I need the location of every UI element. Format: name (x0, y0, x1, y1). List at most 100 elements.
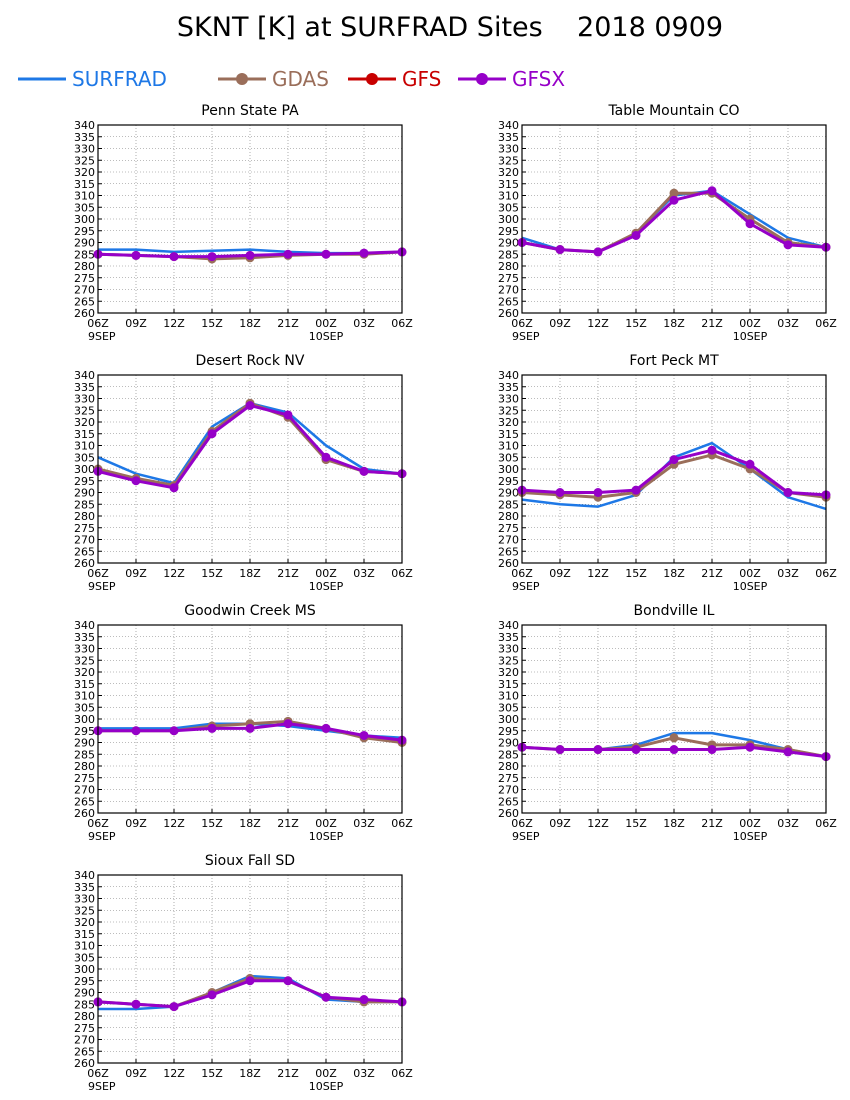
y-tick-label: 315 (498, 678, 519, 691)
legend-item-gfsx: GFSX (458, 67, 565, 91)
y-tick-label: 290 (74, 737, 95, 750)
series-gfsx (93, 976, 407, 1012)
x-tick-label: 15Z (201, 817, 223, 830)
x-date-label: 10SEP (309, 580, 344, 593)
x-tick-label: 06Z (87, 1067, 109, 1080)
y-tick-label: 275 (498, 272, 519, 285)
plot-frame (521, 374, 827, 564)
data-point (245, 976, 255, 986)
x-tick-label: 06Z (87, 317, 109, 330)
x-tick-label: 18Z (239, 817, 261, 830)
x-tick-label: 18Z (663, 317, 685, 330)
y-tick-label: 305 (498, 451, 519, 464)
y-tick-label: 285 (74, 248, 95, 261)
y-tick-label: 270 (74, 784, 95, 797)
y-tick-label: 310 (74, 690, 95, 703)
x-date-label: 10SEP (309, 330, 344, 343)
y-tick-label: 285 (74, 998, 95, 1011)
y-tick-label: 285 (74, 748, 95, 761)
data-point (707, 745, 717, 755)
y-tick-label: 265 (74, 295, 95, 308)
y-tick-label: 320 (498, 416, 519, 429)
data-point (131, 726, 141, 736)
y-tick-label: 315 (74, 178, 95, 191)
y-tick-label: 330 (74, 393, 95, 406)
y-tick-label: 265 (74, 1045, 95, 1058)
x-tick-label: 03Z (777, 817, 799, 830)
y-tick-label: 275 (74, 772, 95, 785)
data-point (555, 745, 565, 755)
x-tick-label: 21Z (277, 817, 299, 830)
y-tick-label: 275 (498, 522, 519, 535)
data-point (207, 990, 217, 1000)
data-point (593, 247, 603, 257)
x-tick-label: 18Z (663, 567, 685, 580)
y-tick-label: 280 (74, 510, 95, 523)
x-tick-label: 00Z (739, 567, 761, 580)
y-tick-label: 295 (498, 225, 519, 238)
x-date-label: 9SEP (88, 830, 116, 843)
chart-title: Bondville IL (634, 603, 715, 619)
y-tick-label: 260 (74, 1057, 95, 1070)
x-tick-label: 00Z (315, 317, 337, 330)
y-tick-label: 325 (498, 404, 519, 417)
x-tick-label: 03Z (353, 1067, 375, 1080)
x-tick-label: 06Z (391, 567, 413, 580)
x-tick-label: 21Z (701, 817, 723, 830)
y-tick-label: 270 (498, 534, 519, 547)
data-point (283, 976, 293, 986)
y-tick-label: 320 (74, 416, 95, 429)
y-tick-label: 340 (74, 869, 95, 882)
y-tick-label: 320 (74, 916, 95, 929)
y-tick-label: 275 (74, 1022, 95, 1035)
y-tick-label: 270 (74, 534, 95, 547)
x-tick-label: 09Z (549, 817, 571, 830)
x-tick-label: 06Z (815, 317, 837, 330)
x-tick-label: 12Z (587, 317, 609, 330)
y-tick-label: 340 (498, 119, 519, 132)
x-date-label: 9SEP (88, 1080, 116, 1093)
plot-frame (97, 624, 403, 814)
legend: SURFRAD GDAS GFS GFSX (18, 64, 718, 94)
y-tick-label: 280 (74, 260, 95, 273)
y-tick-label: 335 (74, 381, 95, 394)
x-tick-label: 09Z (125, 1067, 147, 1080)
y-tick-label: 340 (498, 619, 519, 632)
legend-label: GFSX (512, 67, 565, 91)
data-point (207, 723, 217, 733)
chart-panel: Penn State PA 260265270275280285290295300… (74, 103, 413, 343)
chart-panel: Fort Peck MT2602652702752802852902953003… (498, 353, 837, 593)
x-tick-label: 03Z (777, 567, 799, 580)
x-tick-label: 21Z (277, 317, 299, 330)
y-tick-label: 305 (74, 701, 95, 714)
legend-item-surfrad: SURFRAD (18, 67, 167, 91)
y-tick-label: 260 (74, 557, 95, 570)
y-tick-label: 335 (498, 381, 519, 394)
x-tick-label: 03Z (353, 817, 375, 830)
data-point (669, 188, 679, 198)
y-tick-label: 285 (498, 248, 519, 261)
data-point (631, 745, 641, 755)
x-tick-label: 12Z (163, 567, 185, 580)
x-tick-label: 06Z (391, 817, 413, 830)
y-tick-label: 320 (74, 166, 95, 179)
y-tick-label: 310 (74, 440, 95, 453)
chart-panel: Table Mountain CO 26026527027528028529029… (498, 103, 837, 343)
y-tick-label: 340 (74, 369, 95, 382)
y-tick-label: 325 (74, 654, 95, 667)
y-tick-label: 290 (74, 487, 95, 500)
data-point (169, 483, 179, 493)
x-tick-label: 09Z (125, 817, 147, 830)
x-date-label: 9SEP (88, 580, 116, 593)
x-tick-label: 00Z (739, 817, 761, 830)
data-point (745, 742, 755, 752)
y-tick-label: 320 (498, 166, 519, 179)
chart-title: Fort Peck MT (629, 353, 719, 369)
data-point (169, 252, 179, 262)
data-point (131, 999, 141, 1009)
legend-label: GDAS (272, 67, 329, 91)
y-tick-label: 330 (498, 643, 519, 656)
data-point (131, 250, 141, 260)
y-tick-label: 300 (498, 463, 519, 476)
